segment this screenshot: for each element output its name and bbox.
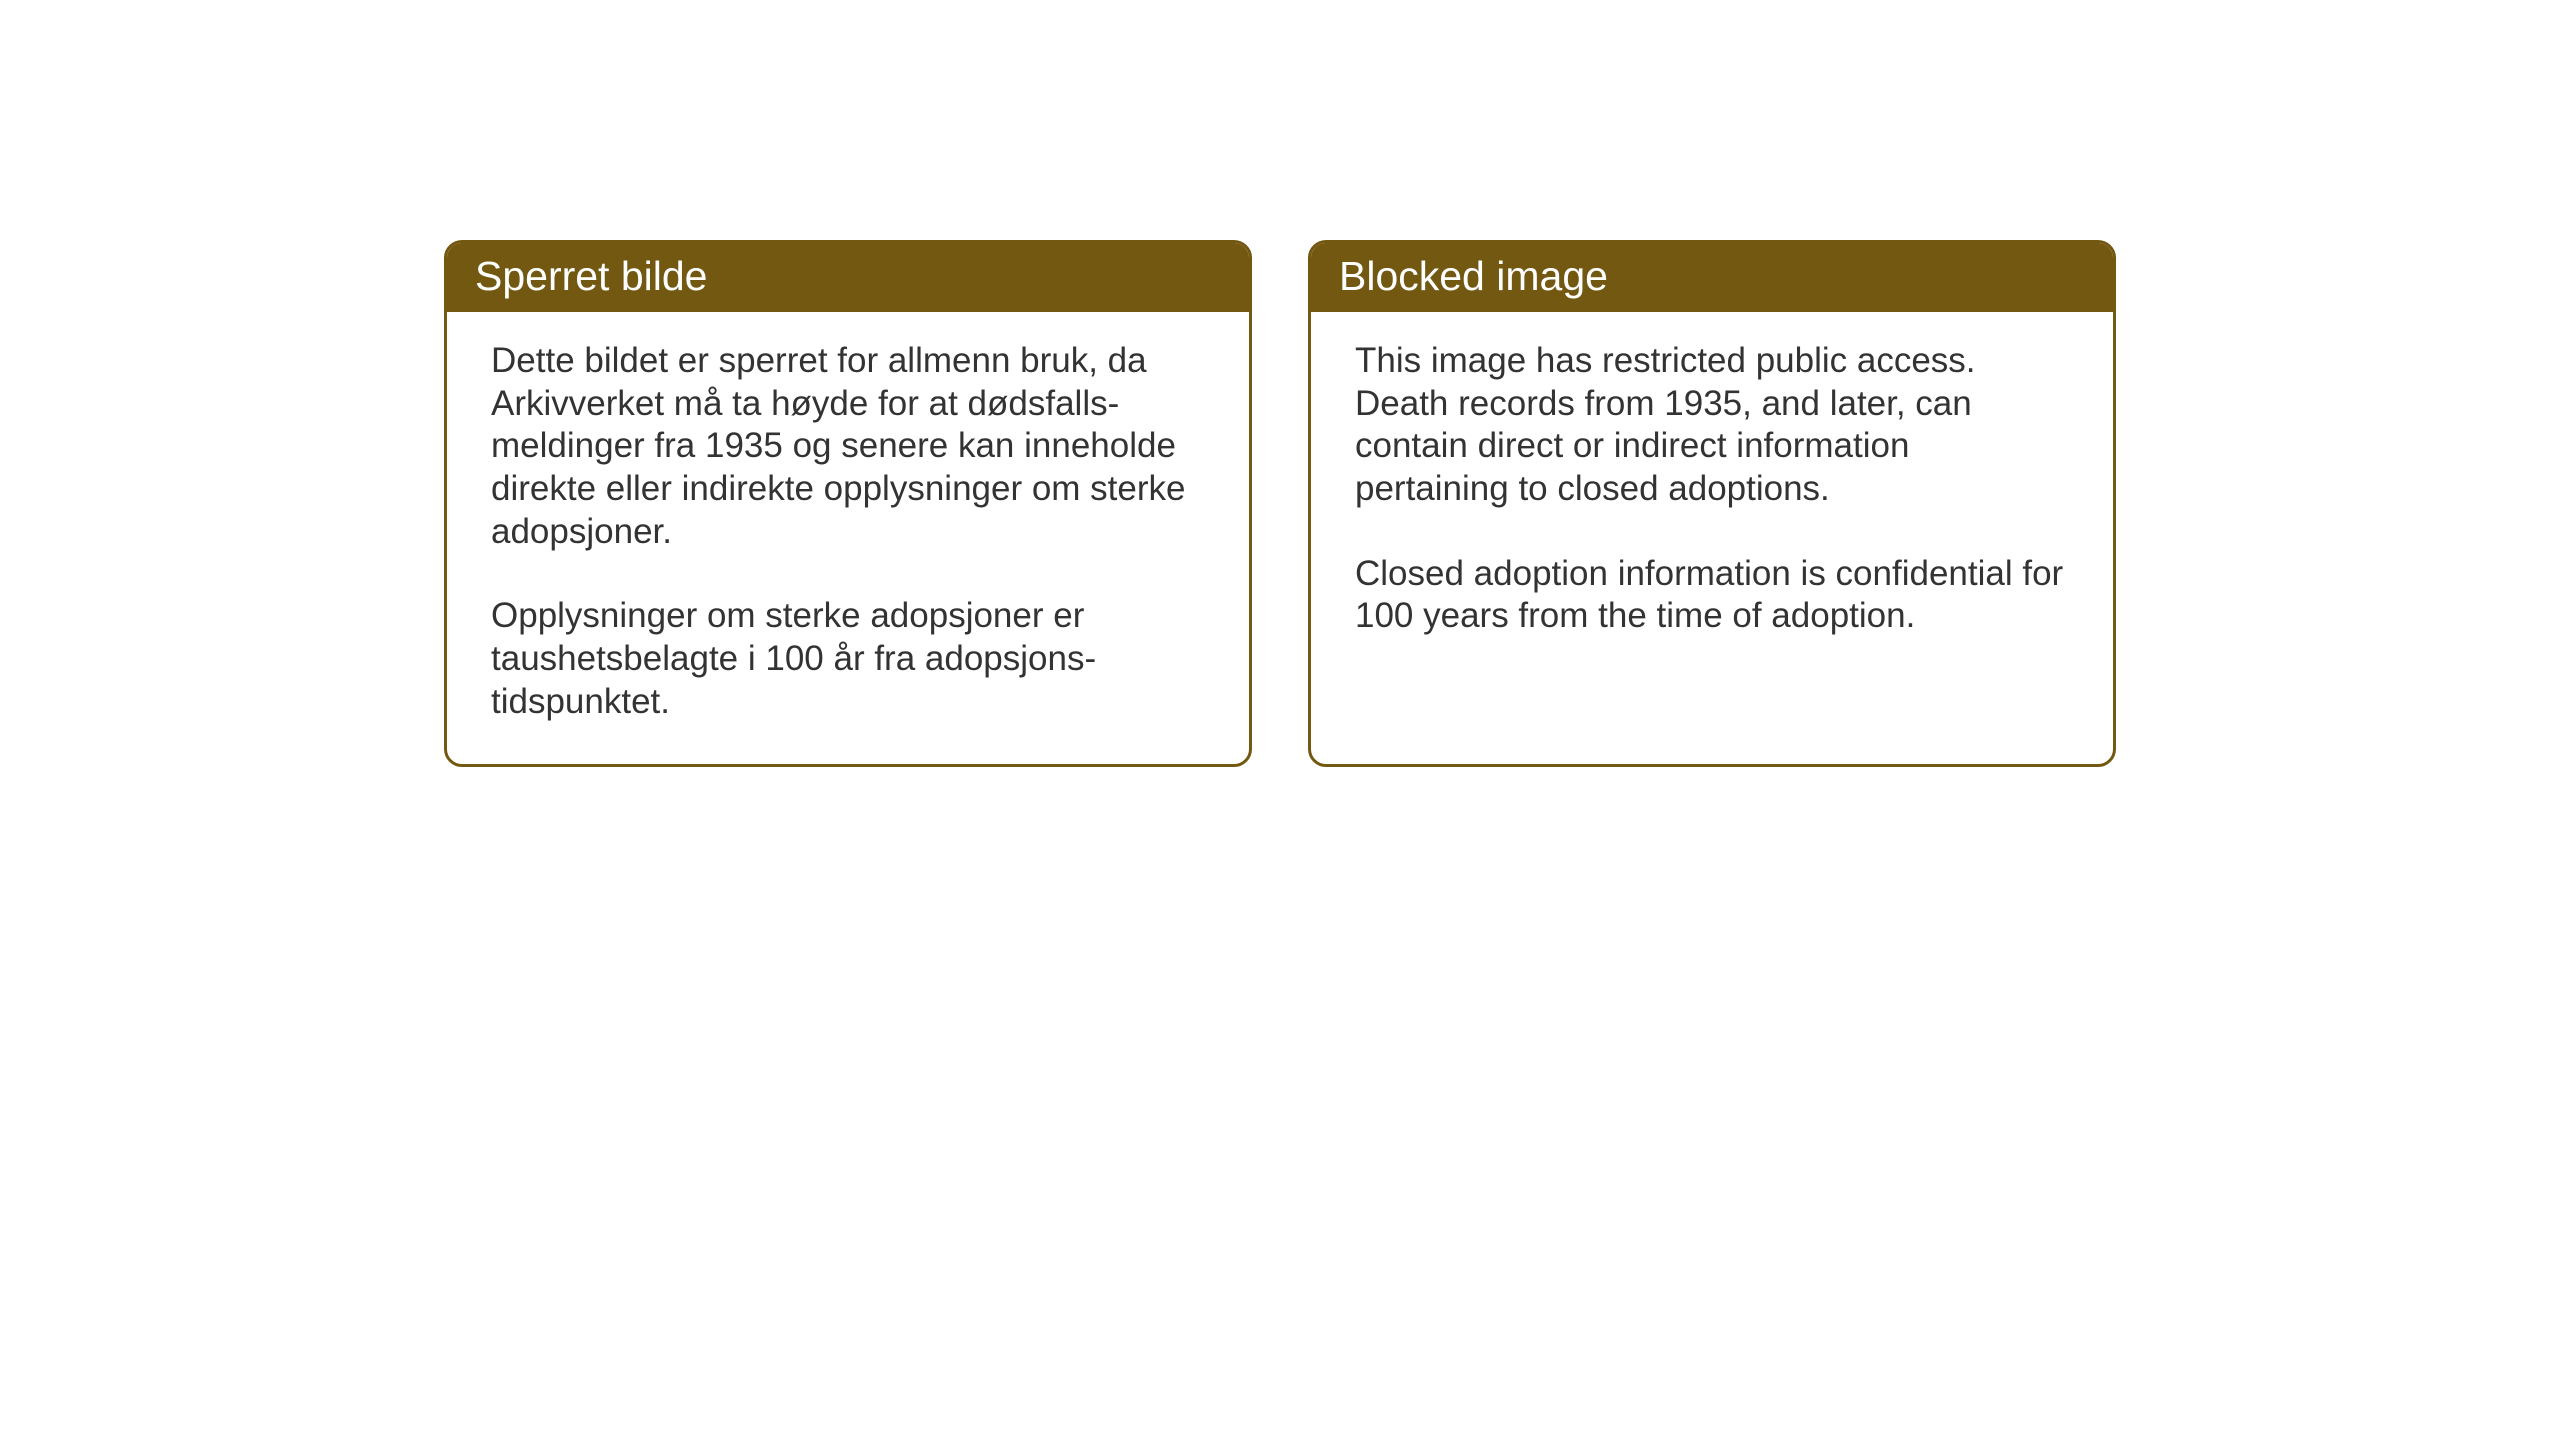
- paragraph-text: Closed adoption information is confident…: [1355, 553, 2069, 638]
- card-header-english: Blocked image: [1311, 243, 2113, 312]
- paragraph-text: Opplysninger om sterke adopsjoner er tau…: [491, 595, 1205, 723]
- paragraph-text: This image has restricted public access.…: [1355, 340, 2069, 511]
- card-header-norwegian: Sperret bilde: [447, 243, 1249, 312]
- notice-card-norwegian: Sperret bilde Dette bildet er sperret fo…: [444, 240, 1252, 767]
- notice-card-english: Blocked image This image has restricted …: [1308, 240, 2116, 767]
- card-body-norwegian: Dette bildet er sperret for allmenn bruk…: [447, 312, 1249, 764]
- notice-container: Sperret bilde Dette bildet er sperret fo…: [444, 240, 2116, 767]
- paragraph-text: Dette bildet er sperret for allmenn bruk…: [491, 340, 1205, 553]
- card-body-english: This image has restricted public access.…: [1311, 312, 2113, 752]
